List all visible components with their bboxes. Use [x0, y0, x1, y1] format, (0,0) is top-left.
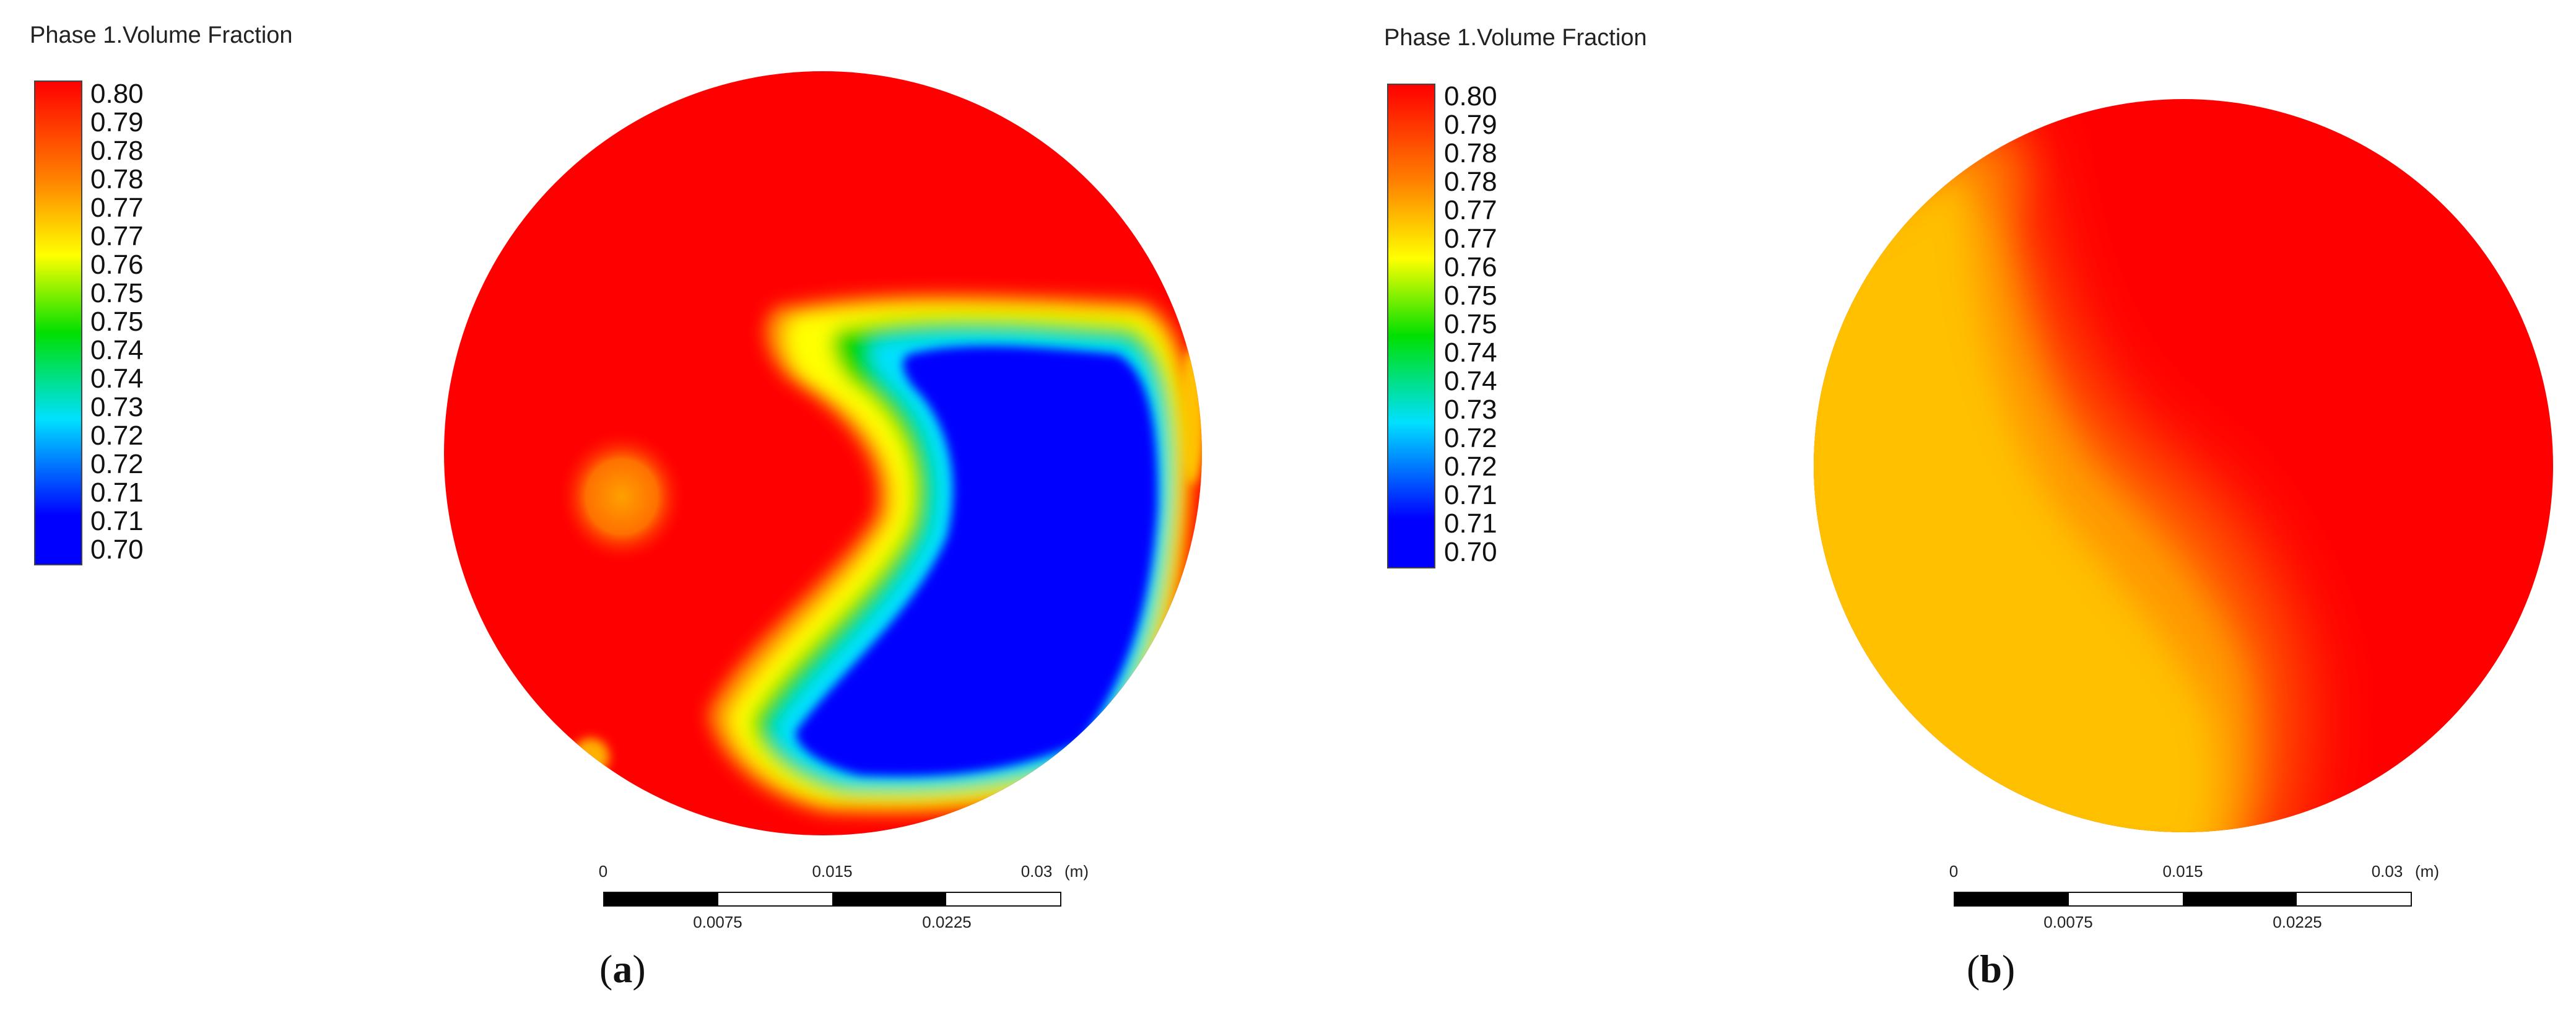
panel-label-a: (a) — [599, 947, 646, 991]
panel-b: Phase 1.Volume Fraction 0.80 0.79 0.78 0… — [1350, 0, 2576, 1023]
scale-bar: 0 0.015 0.03 (m) 0.0075 0.0225 — [597, 862, 1089, 936]
colorbar-tick: 0.71 — [90, 506, 144, 536]
colorbar — [34, 81, 82, 565]
colorbar-tick: 0.71 — [1444, 508, 1497, 539]
colorbar-tick: 0.75 — [1444, 309, 1497, 339]
colorbar-tick: 0.78 — [1444, 138, 1497, 168]
colorbar-tick: 0.70 — [90, 534, 144, 565]
colorbar-tick: 0.73 — [90, 392, 144, 422]
scale-segment — [2183, 893, 2297, 905]
colorbar-tick: 0.77 — [1444, 224, 1497, 254]
colorbar-tick: 0.75 — [1444, 281, 1497, 311]
contour-band-blue — [796, 346, 1158, 777]
colorbar-tick: 0.79 — [1444, 110, 1497, 140]
scale-unit: (m) — [1064, 862, 1089, 881]
colorbar-tick: 0.74 — [1444, 366, 1497, 396]
scale-segment — [832, 893, 946, 905]
colorbar-tick: 0.74 — [90, 363, 144, 394]
colorbar-tick: 0.79 — [90, 107, 144, 137]
legend-title: Phase 1.Volume Fraction — [30, 22, 293, 48]
colorbar-tick: 0.78 — [90, 164, 144, 194]
scale-label: 0.03 — [1020, 862, 1053, 881]
scale-label: 0.015 — [812, 862, 853, 881]
contour-spot — [557, 429, 687, 565]
scale-unit: (m) — [2415, 862, 2439, 881]
colorbar-tick: 0.72 — [90, 449, 144, 479]
panel-a: Phase 1.Volume Fraction 0.80 0.79 0.78 0… — [30, 22, 1202, 991]
colorbar-tick: 0.77 — [90, 221, 144, 251]
colorbar-tick: 0.73 — [1444, 394, 1497, 425]
contour-plot-b — [1814, 99, 2553, 832]
colorbar-tick: 0.77 — [90, 193, 144, 223]
scale-bar: 0 0.015 0.03 (m) 0.0075 0.0225 — [1947, 862, 2439, 936]
legend-title: Phase 1.Volume Fraction — [1384, 25, 1647, 51]
contour-plot-a — [444, 71, 1202, 835]
scale-segment — [718, 893, 832, 905]
colorbar-tick: 0.74 — [90, 335, 144, 365]
scale-segment — [604, 893, 718, 905]
colorbar-tick: 0.76 — [1444, 252, 1497, 282]
scale-label: 0.0075 — [693, 913, 742, 931]
panel-label-b: (b) — [1967, 947, 2016, 991]
scale-segment — [2069, 893, 2183, 905]
colorbar-tick: 0.72 — [1444, 451, 1497, 482]
colorbar-tick: 0.75 — [90, 278, 144, 308]
scale-bar-track — [603, 892, 1061, 907]
colorbar — [1387, 84, 1435, 568]
scale-label: 0.0225 — [2273, 913, 2322, 931]
contour-edge-patch — [1960, 116, 2035, 227]
scale-label: 0 — [598, 862, 608, 881]
contour-edge-patch — [572, 738, 609, 775]
colorbar-tick: 0.71 — [90, 477, 144, 508]
scale-label: 0 — [1949, 862, 1959, 881]
colorbar-tick: 0.70 — [1444, 537, 1497, 567]
colorbar-tick: 0.80 — [90, 79, 144, 109]
colorbar-tick: 0.72 — [1444, 423, 1497, 453]
scale-label: 0.0225 — [922, 913, 972, 931]
colorbar-tick: 0.71 — [1444, 480, 1497, 510]
scale-segment — [946, 893, 1060, 905]
scale-label: 0.015 — [2162, 862, 2203, 881]
colorbar-tick: 0.75 — [90, 307, 144, 337]
scale-label: 0.03 — [2371, 862, 2403, 881]
colorbar-tick: 0.72 — [90, 420, 144, 451]
scale-segment — [1955, 893, 2069, 905]
colorbar-tick: 0.80 — [1444, 81, 1497, 111]
scale-segment — [2297, 893, 2411, 905]
scale-bar-track — [1954, 892, 2412, 907]
colorbar-tick: 0.78 — [90, 136, 144, 166]
scale-label: 0.0075 — [2043, 913, 2093, 931]
colorbar-tick: 0.78 — [1444, 167, 1497, 197]
colorbar-tick: 0.76 — [90, 250, 144, 280]
colorbar-tick: 0.77 — [1444, 195, 1497, 225]
colorbar-tick: 0.74 — [1444, 337, 1497, 368]
